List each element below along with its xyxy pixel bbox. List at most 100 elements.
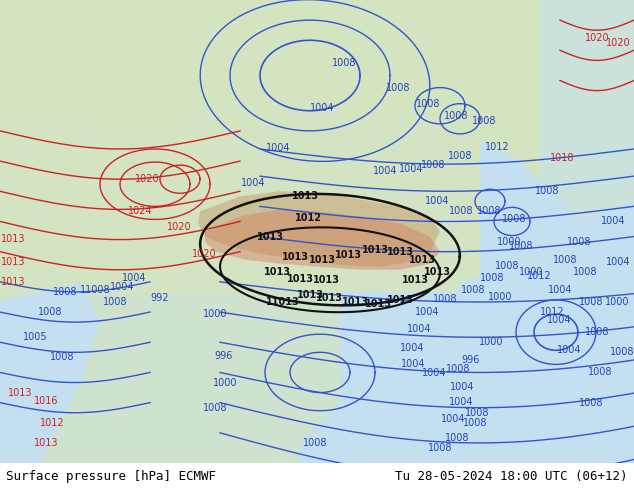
Text: 1008: 1008 (53, 287, 77, 297)
Text: 1008: 1008 (480, 273, 504, 283)
Text: 1000: 1000 (488, 292, 512, 302)
Text: 1012: 1012 (540, 307, 564, 317)
Text: 1008: 1008 (477, 206, 501, 217)
Text: 1020: 1020 (191, 248, 216, 259)
Text: 1004: 1004 (400, 343, 424, 353)
Text: 1013: 1013 (401, 275, 429, 285)
Text: 1008: 1008 (461, 285, 485, 295)
Text: 1000: 1000 (605, 297, 630, 307)
Text: 1013: 1013 (287, 274, 313, 284)
Text: 1004: 1004 (401, 359, 425, 369)
Text: 1008: 1008 (579, 297, 603, 307)
Text: 1008: 1008 (448, 151, 472, 161)
Text: 1008: 1008 (567, 237, 592, 246)
Text: 1008: 1008 (463, 418, 488, 428)
Text: 1013: 1013 (408, 255, 436, 265)
Text: 1013: 1013 (313, 275, 339, 285)
Text: 1008: 1008 (585, 327, 609, 337)
Text: 1012: 1012 (527, 271, 552, 281)
Text: 1004: 1004 (415, 307, 439, 317)
Text: 1004: 1004 (605, 257, 630, 267)
Text: 1004: 1004 (425, 196, 450, 206)
Text: 1004: 1004 (373, 166, 398, 176)
Text: 1013: 1013 (361, 245, 389, 255)
Polygon shape (300, 292, 520, 463)
Text: 1004: 1004 (557, 345, 581, 355)
Text: 1013: 1013 (1, 234, 25, 244)
Text: 1004: 1004 (547, 315, 571, 325)
Text: 1013: 1013 (335, 250, 361, 260)
Text: 1008: 1008 (416, 98, 440, 109)
Text: 1004: 1004 (399, 164, 424, 174)
Text: 1004: 1004 (450, 382, 474, 392)
Text: 1004: 1004 (407, 324, 431, 334)
Text: 1008: 1008 (610, 347, 634, 357)
Text: 992: 992 (151, 293, 169, 303)
Text: 1008: 1008 (444, 433, 469, 443)
Text: 1008: 1008 (495, 261, 519, 271)
Text: 1008: 1008 (203, 403, 227, 413)
Text: 1008: 1008 (508, 241, 533, 250)
Text: 1008: 1008 (421, 160, 445, 170)
Text: 1004: 1004 (122, 273, 146, 283)
Text: 1020: 1020 (605, 38, 630, 49)
Text: 1004: 1004 (449, 396, 473, 407)
Text: 1008: 1008 (588, 368, 612, 377)
Text: 1013: 1013 (1, 277, 25, 287)
Text: 1008: 1008 (553, 255, 577, 265)
Text: 1000: 1000 (213, 377, 237, 388)
Text: 1013: 1013 (342, 297, 368, 307)
Text: 1008: 1008 (501, 215, 526, 224)
Text: 1013: 1013 (1, 257, 25, 267)
Text: 1000: 1000 (203, 309, 227, 319)
Text: 1005: 1005 (23, 332, 48, 342)
Text: Surface pressure [hPa] ECMWF: Surface pressure [hPa] ECMWF (6, 470, 216, 483)
Text: 1000: 1000 (497, 237, 521, 246)
Text: 1020: 1020 (167, 222, 191, 232)
Text: 1004: 1004 (310, 103, 334, 113)
Text: 1013: 1013 (264, 267, 290, 277)
Text: 1020: 1020 (134, 174, 159, 184)
Text: 1008: 1008 (446, 365, 470, 374)
Text: 11008: 11008 (80, 285, 110, 295)
Text: 1013: 1013 (34, 438, 58, 448)
Text: 1004: 1004 (422, 368, 446, 378)
Polygon shape (0, 0, 634, 221)
Text: 1013: 1013 (387, 246, 413, 257)
Text: 1012: 1012 (40, 418, 64, 428)
Text: 996: 996 (462, 355, 480, 366)
Bar (0, 0, 480, 292)
Text: 1008: 1008 (472, 116, 496, 126)
Text: 1008: 1008 (303, 438, 327, 448)
Polygon shape (198, 191, 440, 267)
Text: 1024: 1024 (127, 206, 152, 217)
Polygon shape (0, 282, 100, 463)
Bar (0, 0, 340, 463)
Text: 1013: 1013 (292, 191, 318, 201)
Text: 1018: 1018 (550, 153, 574, 163)
Text: 1013: 1013 (309, 255, 335, 265)
Bar (540, 0, 634, 463)
Text: 1013: 1013 (257, 232, 283, 242)
Text: 1004: 1004 (266, 143, 290, 153)
Text: 1013: 1013 (281, 252, 309, 262)
Text: 1008: 1008 (534, 186, 559, 196)
Text: 1008: 1008 (449, 206, 473, 217)
Text: 1004: 1004 (441, 414, 465, 424)
Text: 1013: 1013 (387, 295, 413, 305)
Text: 1016: 1016 (34, 395, 58, 406)
Text: 1013: 1013 (316, 293, 342, 303)
Text: 1008: 1008 (103, 297, 127, 307)
Text: 1008: 1008 (49, 352, 74, 362)
Text: 1008: 1008 (444, 111, 469, 121)
Text: 1020: 1020 (585, 33, 609, 43)
Text: 1004: 1004 (548, 285, 573, 295)
Text: 1008: 1008 (433, 294, 457, 304)
Text: 1004: 1004 (110, 282, 134, 292)
Text: 1008: 1008 (385, 83, 410, 93)
Text: 1013: 1013 (365, 299, 392, 309)
Text: 1004: 1004 (241, 178, 265, 188)
Text: 1000: 1000 (479, 337, 503, 347)
Text: 1012: 1012 (484, 142, 509, 152)
Text: 996: 996 (215, 351, 233, 361)
